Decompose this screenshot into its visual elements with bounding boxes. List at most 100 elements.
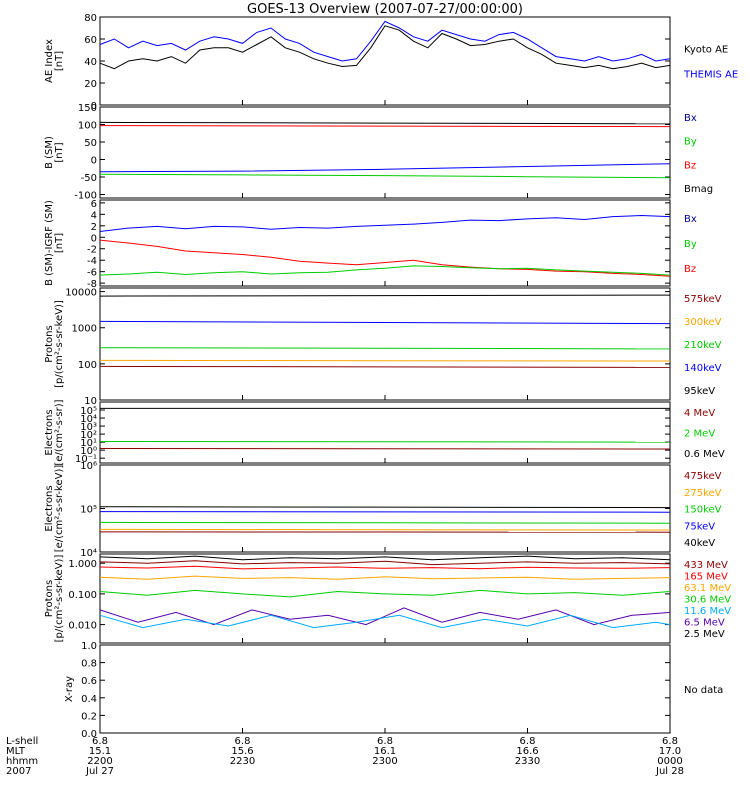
y-tick-label: 0.0 [81,729,97,740]
series-210kev [99,347,671,350]
y-tick-label: 0 [91,156,97,167]
legend-entry: 63.1 MeV [684,583,731,594]
time-axis-value: 15.6 [231,746,253,757]
y-tick-label: 0.100 [68,590,97,601]
time-axis-row-label: MLT [6,746,26,757]
y-tick-label: 10² [80,430,97,441]
y-axis-label: AE Index [44,39,55,83]
y-tick-label: 10⁻¹ [75,454,97,465]
time-axis-value: 2330 [515,756,540,767]
series-bx [99,214,671,232]
y-tick-label: -8 [87,279,97,290]
time-axis-row-label: 2007 [6,766,31,777]
y-axis-label: Protons [44,325,55,362]
series-275kev [99,528,671,531]
time-axis-row-label: L-shell [6,736,38,747]
time-axis-value: 16.6 [516,746,538,757]
time-axis-value: 16.1 [374,746,396,757]
time-axis-value: 6.8 [235,736,251,747]
series-kyoto-ae [99,25,671,70]
y-axis-label: [p/(cm²-s-sr-keV)] [54,555,65,643]
y-axis-label: X-ray [64,676,75,702]
y-tick-label: -50 [81,173,97,184]
panel-frame [99,553,671,644]
legend-entry: 11.6 MeV [684,606,731,617]
series-by [99,265,671,276]
y-axis-label: [e/(cm²-s-sr)] [54,399,65,465]
series-4-mev [99,448,671,450]
panel-frame [99,106,671,199]
time-axis-value: 15.1 [89,746,111,757]
y-tick-label: 0.010 [68,621,97,632]
legend-entry: 575keV [684,294,722,305]
y-tick-label: 10⁴ [80,414,97,425]
y-axis-label: [e/(cm²-s-sr-keV)] [54,465,65,553]
legend-entry: Bz [684,264,696,275]
series-2-mev [99,441,671,443]
y-tick-label: 10 [84,396,97,407]
figure-title: GOES-13 Overview (2007-07-27/00:00:00) [247,2,523,17]
series-140kev [99,320,671,325]
series-165-mev [99,565,671,570]
series-bz [99,125,671,128]
legend-entry: 30.6 MeV [684,595,731,606]
legend-entry: 300keV [684,317,722,328]
legend-entry: Bmag [684,184,713,195]
y-axis-label: [nT] [54,233,65,253]
legend-entry: THEMIS AE [683,70,738,81]
panel-protons-low: 10 100 1000 10000 Protons [p/(cm²-s-sr-keV)] 5… [44,287,722,407]
panel-frame [99,199,671,287]
y-tick-label: 20 [84,79,97,90]
series-by [99,173,671,179]
time-axis-value: 6.8 [662,736,678,747]
y-tick-label: 10⁵ [80,406,97,417]
series-bz [99,239,671,277]
y-tick-label: 10⁵ [80,505,97,516]
series-bmag [99,121,671,125]
y-tick-label: -100 [74,191,97,202]
y-tick-label: 2 [91,222,97,233]
panel-frame [99,287,671,401]
y-tick-label: 150 [78,103,97,114]
time-axis-value: 2300 [372,756,397,767]
legend-entry: Bx [684,214,697,225]
series-6.5-mev [99,607,671,626]
y-tick-label: -2 [87,245,97,256]
time-axis-value: 0000 [657,756,682,767]
y-tick-label: 100 [78,121,97,132]
time-axis-value: Jul 27 [85,766,114,777]
legend-entry: 165 MeV [684,572,728,583]
series-30.6-mev [99,589,671,598]
legend-entry: 75keV [684,521,715,532]
y-tick-label: 100 [78,360,97,371]
legend-entry: Kyoto AE [684,45,728,56]
legend-entry: 433 MeV [684,560,728,571]
y-axis-label: [nT] [54,51,65,71]
y-tick-label: 1.000 [68,559,97,570]
y-tick-label: -6 [87,268,97,279]
time-axis-value: 2200 [87,756,112,767]
series-575kev [99,365,671,368]
legend-entry: 210keV [684,340,722,351]
y-tick-label: 0.2 [81,711,97,722]
legend-entry: By [684,137,697,148]
legend-entry: By [684,239,697,250]
time-axis-value: 6.8 [377,736,393,747]
y-tick-label: 60 [84,35,97,46]
y-axis-label: [p/(cm²-s-sr-keV)] [54,300,65,388]
y-tick-label: 0.6 [81,676,97,687]
legend-entry: 0.6 MeV [684,449,725,460]
legend-entry: 475keV [684,471,722,482]
panel-frame [99,464,671,553]
legend-entry: 150keV [684,505,722,516]
legend-entry: 40keV [684,538,715,549]
y-tick-label: 10000 [65,288,97,299]
y-tick-label: 80 [84,13,97,24]
y-tick-label: 10⁰ [80,446,97,457]
time-axis-value: 17.0 [659,746,681,757]
series-150kev [99,521,671,524]
y-tick-label: 0 [91,233,97,244]
y-axis-label: [nT] [54,142,65,162]
time-axis-value: 6.8 [92,736,108,747]
